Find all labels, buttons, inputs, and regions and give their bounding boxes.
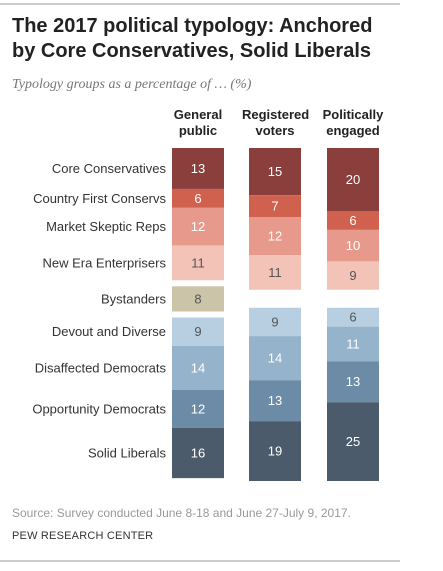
bar-segment	[249, 421, 301, 481]
value-label: 9	[349, 268, 356, 283]
bar-segment	[249, 195, 301, 218]
column-header: Registered voters	[242, 107, 310, 138]
bar-segment	[249, 380, 301, 422]
bar-segment	[249, 307, 301, 337]
bar-segment	[172, 286, 224, 312]
category-label: Opportunity Democrats	[32, 401, 166, 416]
value-label: 11	[346, 336, 360, 351]
bar-segment	[172, 207, 224, 246]
value-label: 11	[191, 255, 205, 270]
bar-segment	[172, 345, 224, 390]
value-label: 16	[191, 445, 205, 460]
value-label: 9	[194, 324, 201, 339]
bar-segment	[327, 211, 379, 230]
value-label: 13	[268, 393, 282, 408]
value-label: 8	[194, 291, 201, 306]
bar-segment	[327, 261, 379, 290]
value-label: 6	[349, 310, 356, 325]
value-label: 15	[268, 164, 282, 179]
category-label: Devout and Diverse	[52, 324, 166, 339]
value-label: 12	[191, 219, 205, 234]
value-label: 12	[191, 401, 205, 416]
value-label: 10	[346, 238, 360, 253]
bar-segment	[172, 188, 224, 208]
column-header: Politically engaged	[322, 107, 384, 138]
value-label: 6	[194, 191, 201, 206]
bar-segment	[172, 389, 224, 428]
bar-segment	[172, 317, 224, 346]
value-label: 20	[346, 172, 360, 187]
value-label: 19	[268, 444, 282, 459]
chart-title: The 2017 political typology: Anchored by…	[12, 15, 373, 62]
bar-segment	[327, 229, 379, 262]
category-label: Solid Liberals	[88, 445, 167, 460]
category-label: Country First Conservs	[33, 191, 166, 206]
value-label: 12	[268, 229, 282, 244]
category-label: Bystanders	[101, 291, 167, 306]
bar-segment	[327, 326, 379, 362]
category-label: New Era Enterprisers	[42, 255, 166, 270]
value-label: 25	[346, 434, 360, 449]
category-label: Core Conservatives	[52, 161, 167, 176]
category-label: Market Skeptic Reps	[46, 219, 166, 234]
bar-segment	[172, 148, 224, 189]
subtitle: Typology groups as a percentage of … (%)	[12, 77, 252, 92]
bar-segment	[327, 148, 379, 211]
bar-segment	[327, 361, 379, 403]
bar-segment	[249, 148, 301, 196]
credit: PEW RESEARCH CENTER	[12, 530, 154, 542]
bar-segment	[249, 217, 301, 256]
bar-segment	[172, 245, 224, 281]
bar-segment	[249, 336, 301, 381]
column-header: General public	[173, 107, 223, 138]
value-label: 11	[268, 265, 282, 280]
value-label: 9	[271, 314, 278, 329]
bar-segment	[327, 402, 379, 481]
value-label: 14	[191, 360, 205, 375]
bar-segment	[327, 307, 379, 327]
category-label: Disaffected Democrats	[35, 360, 167, 375]
value-label: 6	[349, 213, 356, 228]
source: Source: Survey conducted June 8-18 and J…	[12, 506, 351, 520]
bar-segment	[172, 427, 224, 479]
value-label: 7	[271, 199, 278, 214]
value-label: 13	[346, 374, 360, 389]
bar-segment	[249, 255, 301, 290]
value-label: 13	[191, 161, 205, 176]
value-label: 14	[268, 351, 282, 366]
